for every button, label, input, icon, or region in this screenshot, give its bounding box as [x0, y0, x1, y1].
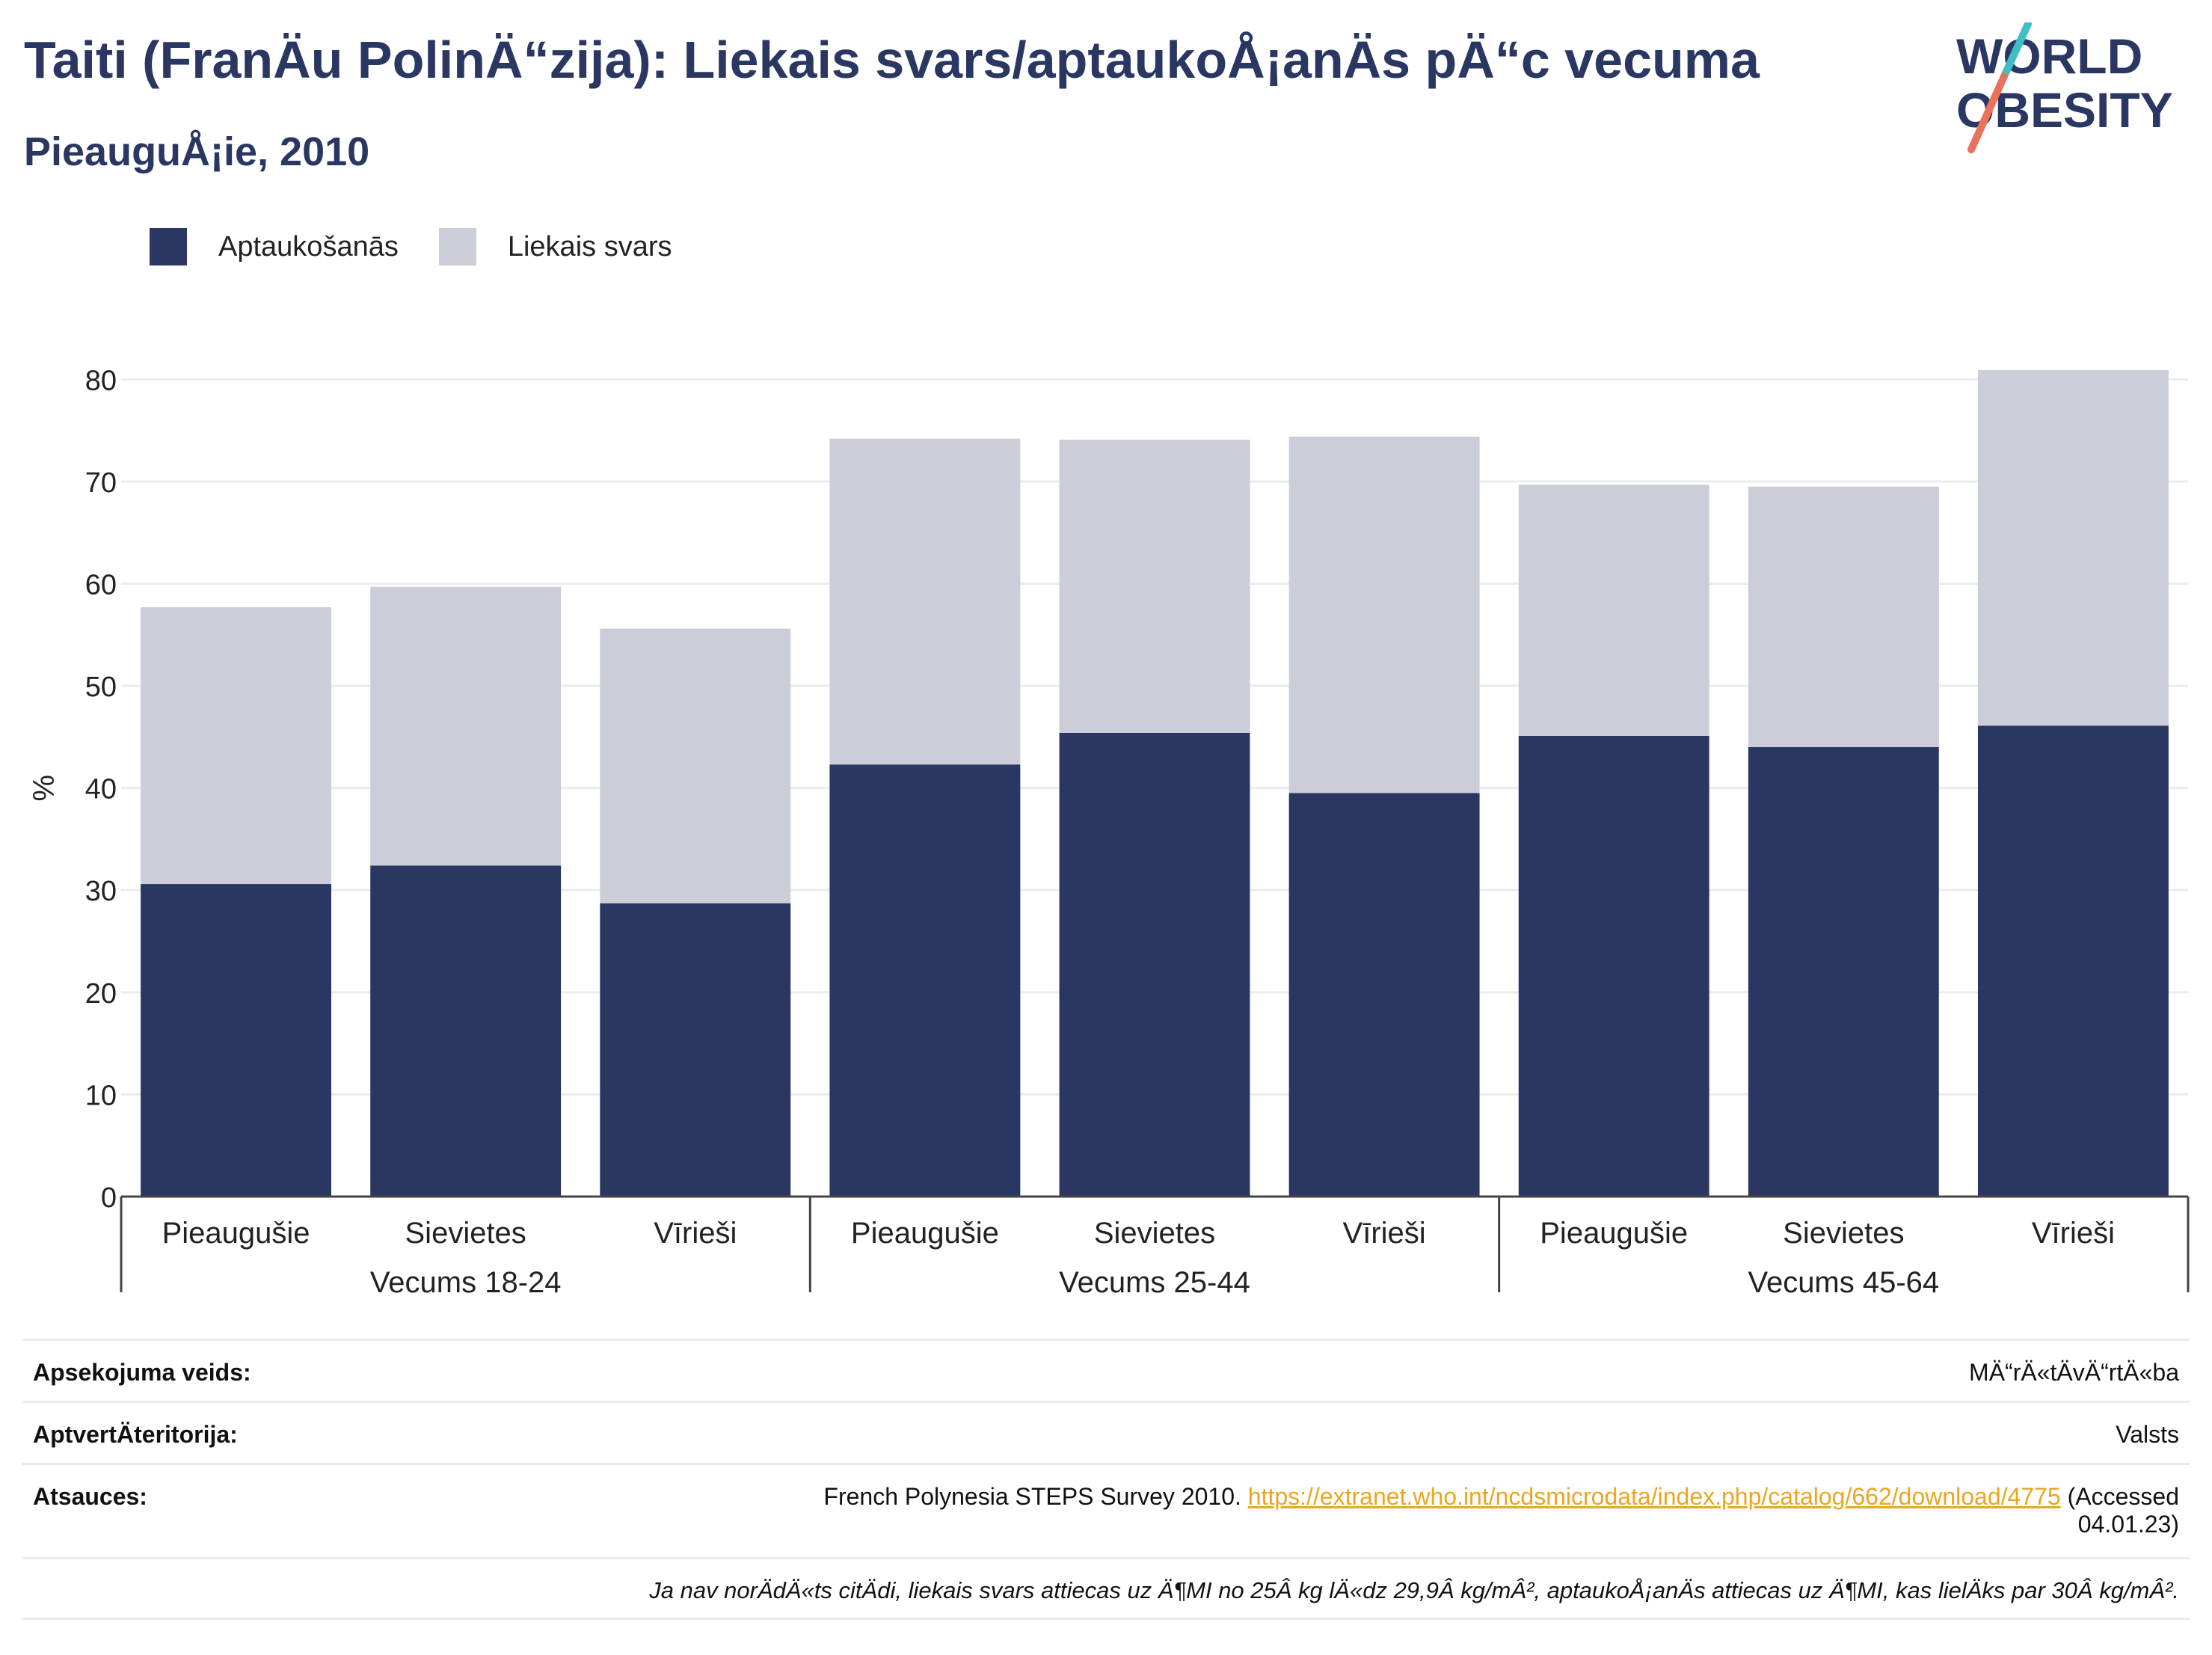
bar-overweight: [1977, 370, 2169, 726]
x-tick-label: Vīrieši: [654, 1217, 737, 1250]
x-tick-label: Sievietes: [1783, 1217, 1904, 1250]
bar-obesity: [370, 865, 562, 1197]
bar-obesity: [829, 764, 1021, 1197]
bar-overweight: [1059, 439, 1250, 733]
references-text: French Polynesia STEPS Survey 2010.: [823, 1483, 1241, 1510]
references-accessed-date: 04.01.23): [2077, 1511, 2179, 1538]
bar-overweight: [141, 607, 332, 885]
chart-subtitle: PieauguÅ¡ie, 2010: [24, 129, 370, 174]
group-label: Vecums 45-64: [1748, 1266, 1939, 1299]
y-tick-label: 40: [85, 774, 117, 805]
bar-overweight: [829, 438, 1021, 765]
x-tick-label: Pieaugušie: [162, 1217, 310, 1250]
y-tick-label: 0: [101, 1182, 117, 1214]
y-tick-label: 50: [85, 672, 117, 703]
y-tick-label: 80: [85, 365, 117, 396]
logo-slash-orange: [1967, 73, 2008, 153]
group-label: Vecums 18-24: [370, 1266, 562, 1299]
coverage-label: AptvertÄteritorija:: [33, 1421, 238, 1448]
y-tick-label: 30: [85, 876, 117, 907]
legend-item-obesity[interactable]: Aptaukošanās: [150, 228, 399, 265]
x-tick-label: Vīrieši: [1343, 1217, 1426, 1250]
info-row-note: Ja nav norÄdÄ«ts citÄdi, liekais svars a…: [22, 1557, 2190, 1620]
legend-item-overweight[interactable]: Liekais svars: [438, 228, 672, 265]
bar-obesity: [1977, 725, 2169, 1197]
logo-slash-teal: [2000, 22, 2032, 80]
survey-type-label: Apsekojuma veids:: [33, 1359, 251, 1386]
bar-obesity: [600, 903, 791, 1197]
x-tick-label: Sievietes: [405, 1217, 526, 1250]
references-link[interactable]: https://extranet.who.int/ncdsmicrodata/i…: [1247, 1483, 2061, 1510]
bar-overweight: [1748, 486, 1939, 748]
bar-obesity: [1059, 732, 1250, 1197]
references-accessed: (Accessed: [2067, 1483, 2179, 1510]
references-label: Atsauces:: [33, 1483, 147, 1510]
y-axis-label: %: [28, 775, 61, 802]
bar-obesity: [141, 884, 332, 1197]
legend-swatch-obesity: [150, 228, 187, 265]
info-table: Apsekojuma veids: MÄ“rÄ«tÄvÄ“rtÄ«ba Aptv…: [22, 1339, 2190, 1620]
references-value: French Polynesia STEPS Survey 2010. http…: [823, 1483, 2179, 1538]
info-row-survey-type: Apsekojuma veids: MÄ“rÄ«tÄvÄ“rtÄ«ba: [22, 1339, 2190, 1401]
legend-label-overweight: Liekais svars: [507, 230, 672, 262]
group-label: Vecums 25-44: [1059, 1266, 1250, 1299]
legend-label-obesity: Aptaukošanās: [218, 230, 399, 262]
coverage-value: Valsts: [2116, 1421, 2179, 1448]
survey-type-value: MÄ“rÄ«tÄvÄ“rtÄ«ba: [1969, 1359, 2179, 1386]
definition-note: Ja nav norÄdÄ«ts citÄdi, liekais svars a…: [649, 1577, 2179, 1603]
info-row-references: Atsauces: French Polynesia STEPS Survey …: [22, 1463, 2190, 1557]
y-tick-label: 20: [85, 978, 117, 1010]
legend-swatch-overweight: [438, 228, 476, 265]
x-tick-label: Sievietes: [1094, 1217, 1215, 1250]
x-tick-label: Vīrieši: [2032, 1217, 2115, 1250]
y-tick-label: 10: [85, 1080, 117, 1111]
y-tick-label: 60: [85, 569, 117, 601]
chart-title: Taiti (FranÄu PolinÄ“zija): Liekais svar…: [24, 31, 1760, 89]
bar-overweight: [370, 586, 562, 866]
bar-obesity: [1518, 736, 1709, 1197]
stacked-bar-chart: 0 10 20 30 40 50 60 70 80% Pieaugušie Sievietes Vīr…: [28, 365, 2190, 1299]
logo-text-world: WORLD: [1956, 28, 2142, 84]
bar-overweight: [1288, 436, 1480, 793]
bar-obesity: [1748, 747, 1939, 1197]
bar-overweight: [1518, 485, 1709, 736]
x-tick-label: Pieaugušie: [851, 1217, 999, 1250]
bar-obesity: [1288, 793, 1480, 1197]
info-row-coverage: AptvertÄteritorija: Valsts: [22, 1401, 2190, 1463]
chart-legend: Aptaukošanās Liekais svars: [150, 224, 712, 269]
y-tick-label: 70: [85, 467, 117, 499]
x-tick-label: Pieaugušie: [1540, 1217, 1688, 1250]
world-obesity-logo: WORLD OBESITY: [1956, 22, 2173, 153]
bar-overweight: [600, 628, 791, 903]
